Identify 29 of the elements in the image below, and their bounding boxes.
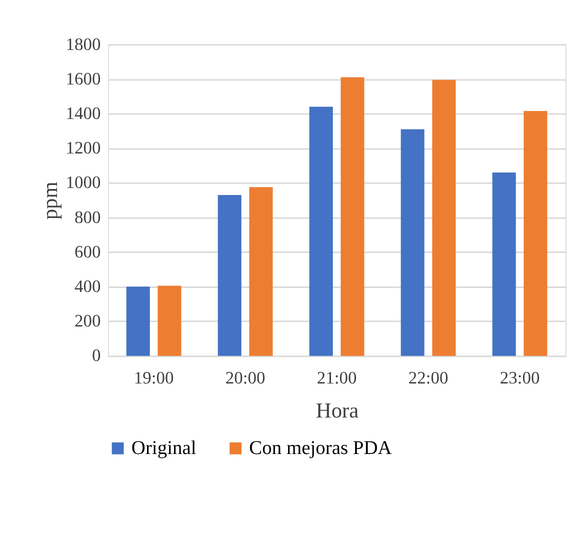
bar bbox=[340, 77, 364, 356]
bar bbox=[400, 129, 424, 356]
y-tick-label: 600 bbox=[74, 241, 101, 262]
x-tick-label: 22:00 bbox=[408, 368, 448, 388]
y-tick-label: 400 bbox=[74, 276, 101, 296]
x-tick-label: 19:00 bbox=[134, 368, 174, 388]
x-tick-label: 21:00 bbox=[316, 368, 357, 388]
y-tick-label: 0 bbox=[92, 345, 101, 366]
bar bbox=[249, 187, 273, 356]
y-tick-label: 1600 bbox=[66, 68, 101, 88]
y-tick-label: 800 bbox=[74, 206, 101, 227]
y-tick-label: 1800 bbox=[66, 34, 101, 54]
legend-label: Original bbox=[131, 438, 197, 460]
y-tick-label: 200 bbox=[74, 310, 101, 331]
bar bbox=[158, 286, 182, 356]
y-tick-label: 1200 bbox=[66, 138, 101, 158]
y-tick-label: 1000 bbox=[66, 172, 101, 192]
x-axis-title: Hora bbox=[316, 398, 360, 423]
bar bbox=[492, 172, 516, 356]
legend-label: Con mejoras PDA bbox=[249, 438, 392, 460]
bar bbox=[126, 286, 150, 356]
x-tick-label: 23:00 bbox=[500, 368, 540, 388]
bar bbox=[432, 80, 456, 356]
y-tick-label: 1400 bbox=[66, 102, 101, 123]
bar bbox=[524, 111, 548, 356]
bar bbox=[309, 106, 333, 356]
bar bbox=[218, 194, 242, 356]
y-axis-title: ppm bbox=[38, 181, 62, 220]
x-tick-label: 20:00 bbox=[225, 368, 266, 388]
